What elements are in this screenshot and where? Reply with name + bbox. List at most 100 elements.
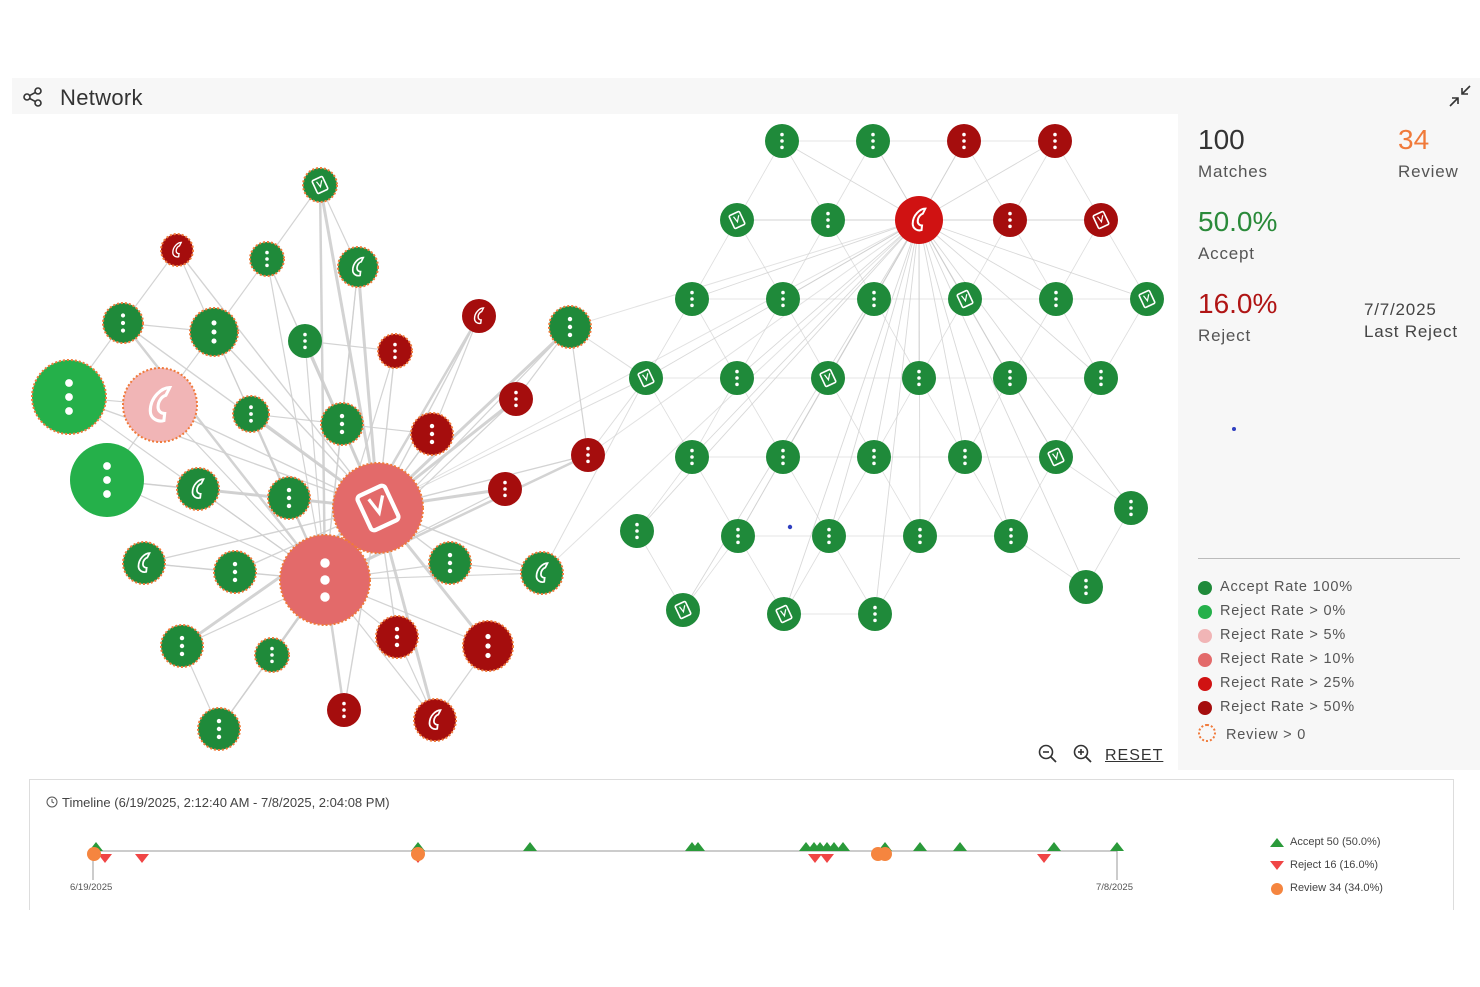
graph-node-dots[interactable] — [197, 707, 241, 751]
graph-node-doc[interactable] — [767, 597, 801, 631]
graph-node-phone[interactable] — [520, 551, 564, 595]
zoom-out-icon[interactable] — [1036, 742, 1060, 766]
graph-node-dots[interactable] — [620, 514, 654, 548]
graph-node-dots[interactable] — [856, 124, 890, 158]
graph-node-dots[interactable] — [721, 519, 755, 553]
graph-node-dots[interactable] — [499, 382, 533, 416]
accept-marker[interactable] — [836, 842, 850, 851]
graph-node-dots[interactable] — [858, 597, 892, 631]
graph-node-dots[interactable] — [31, 359, 107, 435]
graph-node-dots[interactable] — [675, 440, 709, 474]
graph-node-dots[interactable] — [375, 615, 419, 659]
graph-node-dots[interactable] — [993, 203, 1027, 237]
reject-marker[interactable] — [135, 854, 149, 863]
accept-marker[interactable] — [827, 842, 841, 851]
graph-node-dots[interactable] — [994, 519, 1028, 553]
last-reject-date: 7/7/2025 — [1364, 300, 1437, 319]
reject-marker[interactable] — [808, 854, 822, 863]
graph-node-dots[interactable] — [720, 361, 754, 395]
network-graph[interactable] — [12, 114, 1178, 770]
timeline-chart[interactable] — [30, 780, 1260, 910]
review-marker[interactable] — [411, 847, 425, 861]
collapse-icon[interactable] — [1448, 84, 1472, 108]
graph-node-dots[interactable] — [1084, 361, 1118, 395]
graph-node-doc[interactable] — [1130, 282, 1164, 316]
graph-node-doc[interactable] — [666, 593, 700, 627]
accept-marker[interactable] — [1047, 842, 1061, 851]
zoom-in-icon[interactable] — [1071, 742, 1095, 766]
accept-marker[interactable] — [691, 842, 705, 851]
graph-node-phone[interactable] — [122, 541, 166, 585]
graph-node-dots[interactable] — [213, 550, 257, 594]
graph-node-dots[interactable] — [675, 282, 709, 316]
accept-marker[interactable] — [953, 842, 967, 851]
graph-node-dots[interactable] — [410, 412, 454, 456]
graph-node-dots[interactable] — [766, 440, 800, 474]
graph-node-dots[interactable] — [70, 443, 144, 517]
more-icon — [65, 379, 73, 415]
graph-node-dots[interactable] — [232, 395, 270, 433]
graph-node-phone[interactable] — [413, 698, 457, 742]
graph-node-doc[interactable] — [332, 462, 424, 554]
graph-node-dots[interactable] — [948, 440, 982, 474]
more-icon — [503, 480, 507, 498]
graph-node-dots[interactable] — [571, 438, 605, 472]
graph-node-doc[interactable] — [1084, 203, 1118, 237]
graph-node-dots[interactable] — [254, 637, 290, 673]
graph-node-dots[interactable] — [765, 124, 799, 158]
graph-node-phone[interactable] — [895, 196, 943, 244]
graph-node-dots[interactable] — [249, 241, 285, 277]
graph-node-phone[interactable] — [337, 246, 379, 288]
review-marker[interactable] — [87, 847, 101, 861]
graph-node-dots[interactable] — [993, 361, 1027, 395]
more-icon — [1053, 132, 1057, 150]
graph-node-doc[interactable] — [629, 361, 663, 395]
graph-node-dots[interactable] — [102, 302, 144, 344]
accept-marker[interactable] — [1110, 842, 1124, 851]
graph-node-dots[interactable] — [288, 324, 322, 358]
graph-node-doc[interactable] — [302, 167, 338, 203]
legend-label: Review > 0 — [1226, 727, 1307, 743]
graph-node-dots[interactable] — [320, 402, 364, 446]
graph-node-dots[interactable] — [903, 519, 937, 553]
graph-node-dots[interactable] — [857, 282, 891, 316]
graph-node-dots[interactable] — [1039, 282, 1073, 316]
graph-node-dots[interactable] — [488, 472, 522, 506]
graph-node-dots[interactable] — [947, 124, 981, 158]
reject-marker[interactable] — [820, 854, 834, 863]
graph-node-dots[interactable] — [548, 305, 592, 349]
graph-node-doc[interactable] — [811, 361, 845, 395]
legend-swatch — [1198, 701, 1212, 715]
graph-node-dots[interactable] — [267, 476, 311, 520]
graph-node-doc[interactable] — [948, 282, 982, 316]
graph-node-dots[interactable] — [1114, 491, 1148, 525]
graph-node-dots[interactable] — [160, 624, 204, 668]
graph-node-dots[interactable] — [1069, 570, 1103, 604]
graph-node-phone[interactable] — [462, 299, 496, 333]
graph-node-dots[interactable] — [327, 693, 361, 727]
graph-node-dots[interactable] — [428, 541, 472, 585]
graph-node-dots[interactable] — [902, 361, 936, 395]
graph-node-dots[interactable] — [189, 307, 239, 357]
more-icon — [918, 527, 922, 545]
graph-node-dots[interactable] — [857, 440, 891, 474]
graph-node-dots[interactable] — [766, 282, 800, 316]
graph-node-dots[interactable] — [462, 620, 514, 672]
graph-node-doc[interactable] — [720, 203, 754, 237]
graph-node-phone[interactable] — [122, 367, 198, 443]
graph-edge — [783, 219, 920, 615]
reset-button[interactable]: RESET — [1105, 747, 1164, 764]
accept-marker[interactable] — [913, 842, 927, 851]
graph-node-dots[interactable] — [811, 203, 845, 237]
graph-node-dots[interactable] — [279, 534, 371, 626]
graph-node-doc[interactable] — [1039, 440, 1073, 474]
graph-node-dots[interactable] — [1038, 124, 1072, 158]
graph-node-phone[interactable] — [160, 233, 194, 267]
accept-marker[interactable] — [523, 842, 537, 851]
graph-node-dots[interactable] — [377, 333, 413, 369]
reject-marker[interactable] — [98, 854, 112, 863]
reject-marker[interactable] — [1037, 854, 1051, 863]
review-marker[interactable] — [878, 847, 892, 861]
graph-node-dots[interactable] — [812, 519, 846, 553]
graph-node-phone[interactable] — [176, 467, 220, 511]
